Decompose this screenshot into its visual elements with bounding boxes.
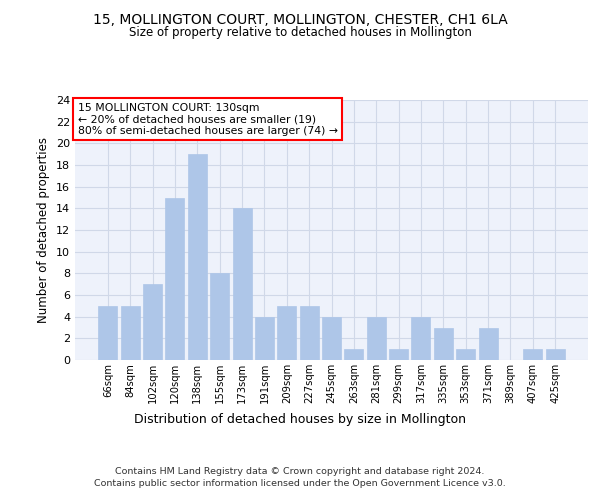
Text: 15, MOLLINGTON COURT, MOLLINGTON, CHESTER, CH1 6LA: 15, MOLLINGTON COURT, MOLLINGTON, CHESTE…: [92, 12, 508, 26]
Bar: [412, 316, 430, 360]
Bar: [479, 328, 497, 360]
Bar: [255, 316, 274, 360]
Text: Contains public sector information licensed under the Open Government Licence v3: Contains public sector information licen…: [94, 479, 506, 488]
Bar: [456, 349, 475, 360]
Text: Size of property relative to detached houses in Mollington: Size of property relative to detached ho…: [128, 26, 472, 39]
Bar: [523, 349, 542, 360]
Bar: [277, 306, 296, 360]
Bar: [210, 274, 229, 360]
Bar: [166, 198, 184, 360]
Bar: [344, 349, 364, 360]
Text: Contains HM Land Registry data © Crown copyright and database right 2024.: Contains HM Land Registry data © Crown c…: [115, 468, 485, 476]
Bar: [188, 154, 207, 360]
Bar: [322, 316, 341, 360]
Bar: [434, 328, 453, 360]
Bar: [545, 349, 565, 360]
Bar: [299, 306, 319, 360]
Text: Distribution of detached houses by size in Mollington: Distribution of detached houses by size …: [134, 412, 466, 426]
Bar: [233, 208, 251, 360]
Bar: [121, 306, 140, 360]
Bar: [367, 316, 386, 360]
Y-axis label: Number of detached properties: Number of detached properties: [37, 137, 50, 323]
Bar: [389, 349, 408, 360]
Bar: [98, 306, 118, 360]
Text: 15 MOLLINGTON COURT: 130sqm
← 20% of detached houses are smaller (19)
80% of sem: 15 MOLLINGTON COURT: 130sqm ← 20% of det…: [77, 102, 338, 136]
Bar: [143, 284, 162, 360]
